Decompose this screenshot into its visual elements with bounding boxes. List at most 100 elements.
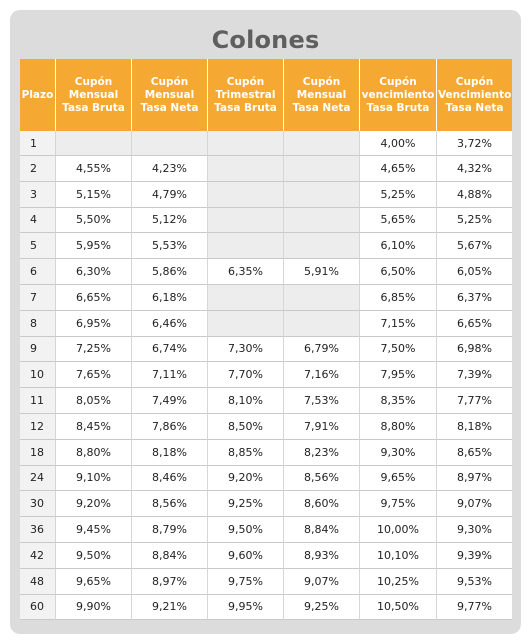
rate-cell: 5,91% — [284, 259, 360, 285]
rate-cell: 5,12% — [132, 207, 208, 234]
rate-cell — [208, 207, 284, 234]
column-header-line: Tasa Bruta — [214, 101, 277, 114]
column-header: Cupón Mensual Tasa Neta — [284, 59, 360, 131]
term-cell: 30 — [20, 491, 56, 518]
rate-cell: 9,21% — [132, 594, 208, 621]
column-header-line: Plazo — [21, 88, 54, 101]
rate-cell: 8,80% — [56, 439, 132, 466]
column-header-line: Cupón — [150, 75, 189, 88]
rate-cell: 7,30% — [208, 336, 284, 363]
rate-cell: 9,75% — [360, 491, 437, 518]
rate-cell: 9,50% — [56, 542, 132, 569]
table-row: 3 5,15% 4,79% 5,25% 4,88% — [20, 181, 512, 208]
rate-cell: 7,53% — [284, 388, 360, 414]
table-row: 18 8,80% 8,18% 8,85% 8,23% 9,30% 8,65% — [20, 439, 512, 466]
rate-cell: 8,85% — [208, 439, 284, 466]
rate-cell: 9,65% — [360, 465, 437, 492]
rate-cell: 5,65% — [360, 207, 437, 234]
rate-cell: 9,60% — [208, 542, 284, 569]
rate-cell: 4,32% — [437, 156, 512, 182]
rate-cell: 5,25% — [437, 207, 512, 234]
rate-cell: 9,30% — [437, 517, 512, 543]
column-header-line: Tasa Neta — [445, 101, 504, 114]
rate-cell: 7,91% — [284, 413, 360, 440]
rate-cell: 7,65% — [56, 362, 132, 389]
rate-cell: 7,16% — [284, 362, 360, 389]
rate-cell: 8,97% — [132, 568, 208, 595]
rate-cell: 6,10% — [360, 233, 437, 260]
table-body: 1 4,00% 3,72% 2 4,55% 4,23% 4,65% 4,32% 3 5,15% 4,… — [20, 131, 512, 621]
rate-cell: 4,23% — [132, 156, 208, 182]
header-row: Plazo Cupón Mensual Tasa Bruta Cupón Mensual T… — [20, 59, 512, 131]
term-cell: 9 — [20, 336, 56, 363]
term-cell: 10 — [20, 362, 56, 389]
column-header: Cupón Mensual Tasa Bruta — [56, 59, 132, 131]
rate-cell: 5,86% — [132, 259, 208, 285]
term-cell: 11 — [20, 388, 56, 414]
rate-cell — [284, 207, 360, 234]
column-header-line: Vencimiento — [438, 88, 512, 101]
panel-title: Colones — [211, 26, 320, 54]
rate-cell: 9,50% — [208, 517, 284, 543]
table-header: Plazo Cupón Mensual Tasa Bruta Cupón Mensual T… — [20, 59, 512, 131]
rate-cell: 8,80% — [360, 413, 437, 440]
rate-cell: 4,65% — [360, 156, 437, 182]
rate-cell: 8,18% — [437, 413, 512, 440]
table-row: 4 5,50% 5,12% 5,65% 5,25% — [20, 207, 512, 234]
rate-cell — [208, 131, 284, 156]
table-row: 9 7,25% 6,74% 7,30% 6,79% 7,50% 6,98% — [20, 336, 512, 363]
rate-cell: 3,72% — [437, 131, 512, 156]
rate-cell: 8,93% — [284, 542, 360, 569]
rate-cell: 6,18% — [132, 284, 208, 311]
rate-cell: 9,95% — [208, 594, 284, 621]
term-cell: 18 — [20, 439, 56, 466]
rates-table: Plazo Cupón Mensual Tasa Bruta Cupón Mensual T… — [20, 59, 512, 621]
term-cell: 8 — [20, 310, 56, 337]
column-header: Cupón Vencimiento Tasa Neta — [437, 59, 512, 131]
term-cell: 7 — [20, 284, 56, 311]
rate-cell: 7,15% — [360, 310, 437, 337]
rate-cell — [284, 233, 360, 260]
rate-cell: 9,20% — [56, 491, 132, 518]
table-row: 24 9,10% 8,46% 9,20% 8,56% 9,65% 8,97% — [20, 465, 512, 492]
rate-cell: 8,18% — [132, 439, 208, 466]
column-header-line: vencimiento — [361, 88, 435, 101]
rate-cell: 10,25% — [360, 568, 437, 595]
table-row: 10 7,65% 7,11% 7,70% 7,16% 7,95% 7,39% — [20, 362, 512, 389]
rate-cell: 9,45% — [56, 517, 132, 543]
column-header: Cupón Trimestral Tasa Bruta — [208, 59, 284, 131]
rate-cell — [208, 156, 284, 182]
rate-cell: 7,77% — [437, 388, 512, 414]
rate-cell — [284, 181, 360, 208]
rate-cell: 5,95% — [56, 233, 132, 260]
rate-cell: 7,50% — [360, 336, 437, 363]
column-header-line: Tasa Bruta — [366, 101, 430, 114]
rate-cell: 8,56% — [132, 491, 208, 518]
rate-cell: 10,00% — [360, 517, 437, 543]
rate-cell: 9,10% — [56, 465, 132, 492]
rate-cell: 8,65% — [437, 439, 512, 466]
table-row: 36 9,45% 8,79% 9,50% 8,84% 10,00% 9,30% — [20, 517, 512, 543]
table-row: 42 9,50% 8,84% 9,60% 8,93% 10,10% 9,39% — [20, 542, 512, 569]
rate-cell: 8,79% — [132, 517, 208, 543]
rate-cell — [284, 131, 360, 156]
rate-cell: 8,35% — [360, 388, 437, 414]
column-header: Cupón Mensual Tasa Neta — [132, 59, 208, 131]
table-row: 7 6,65% 6,18% 6,85% 6,37% — [20, 284, 512, 311]
column-header-line: Tasa Neta — [140, 101, 199, 114]
rate-cell — [208, 284, 284, 311]
rate-cell: 6,37% — [437, 284, 512, 311]
rate-cell — [284, 284, 360, 311]
rate-cell: 9,20% — [208, 465, 284, 492]
rate-cell: 6,98% — [437, 336, 512, 363]
column-header: Plazo — [20, 59, 56, 131]
rate-cell: 7,86% — [132, 413, 208, 440]
rate-cell: 6,74% — [132, 336, 208, 363]
rate-cell: 4,55% — [56, 156, 132, 182]
rate-cell: 7,70% — [208, 362, 284, 389]
term-cell: 42 — [20, 542, 56, 569]
rate-cell: 7,95% — [360, 362, 437, 389]
column-header-line: Tasa Bruta — [62, 101, 125, 114]
term-cell: 2 — [20, 156, 56, 182]
rate-cell: 6,65% — [437, 310, 512, 337]
